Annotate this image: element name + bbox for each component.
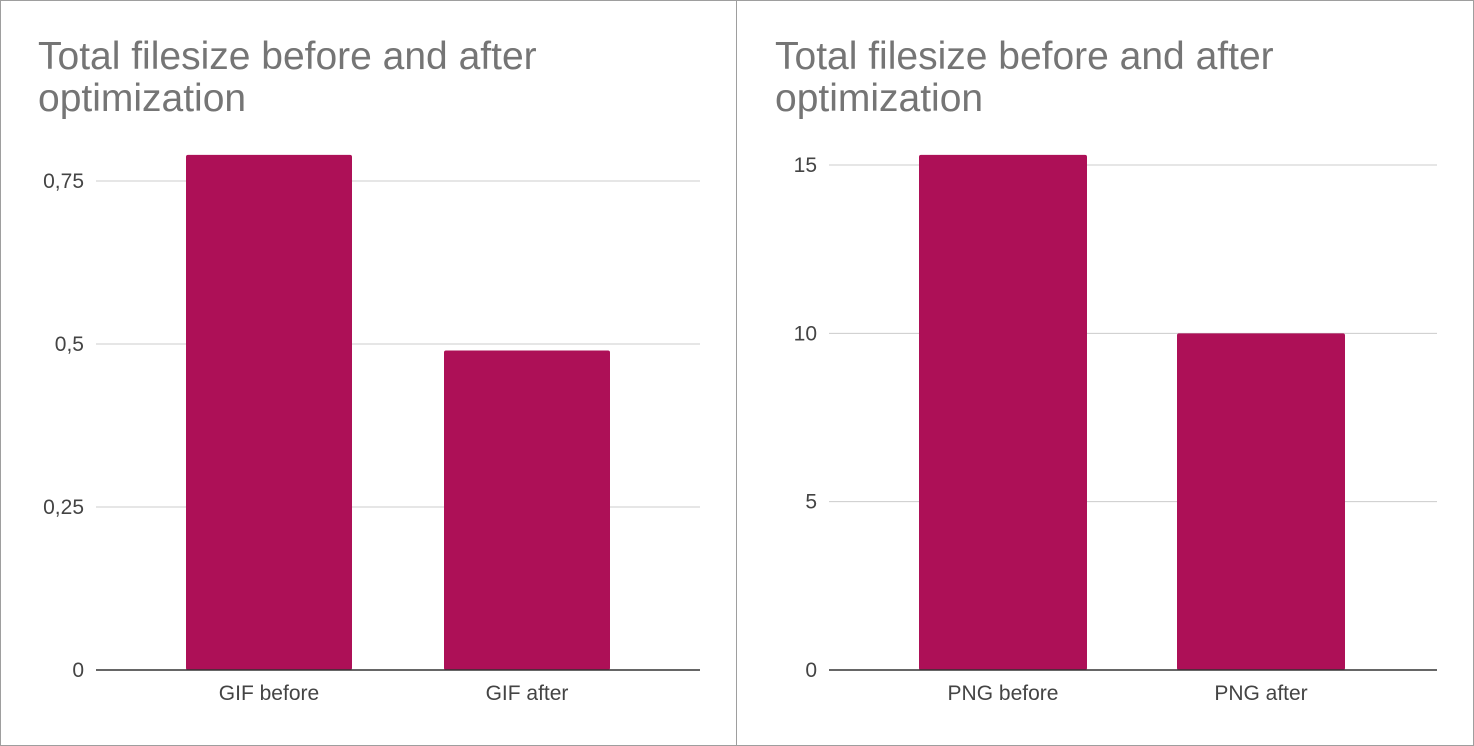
bar bbox=[1177, 333, 1345, 670]
y-tick-label: 0 bbox=[72, 659, 84, 682]
chart-panel-gif: Total filesize before and after optimiza… bbox=[0, 0, 736, 746]
gif-bar-chart: 0 0,25 0,5 0,75 GIF before GIF after bbox=[43, 154, 700, 705]
y-tick-label: 0,5 bbox=[55, 333, 84, 356]
x-category-label: GIF after bbox=[486, 682, 569, 705]
y-tick-label: 0 bbox=[805, 659, 817, 682]
panel-divider bbox=[736, 0, 737, 746]
y-tick-label: 0,75 bbox=[43, 170, 84, 193]
y-tick-label: 0,25 bbox=[43, 496, 84, 519]
x-category-label: PNG before bbox=[948, 682, 1059, 705]
x-category-label: GIF before bbox=[219, 682, 319, 705]
chart-title: Total filesize before and after optimiza… bbox=[38, 35, 537, 120]
y-tick-label: 5 bbox=[805, 491, 817, 514]
x-category-label: PNG after bbox=[1214, 682, 1307, 705]
png-bar-chart: 0 5 10 15 PNG before PNG after bbox=[794, 154, 1437, 705]
bar bbox=[186, 154, 352, 671]
y-tick-label: 10 bbox=[794, 322, 817, 345]
chart-panel-png: Total filesize before and after optimiza… bbox=[737, 0, 1473, 746]
y-tick-label: 15 bbox=[794, 154, 817, 177]
chart-title: Total filesize before and after optimiza… bbox=[775, 35, 1274, 120]
bar bbox=[444, 350, 610, 670]
bar bbox=[919, 154, 1087, 670]
